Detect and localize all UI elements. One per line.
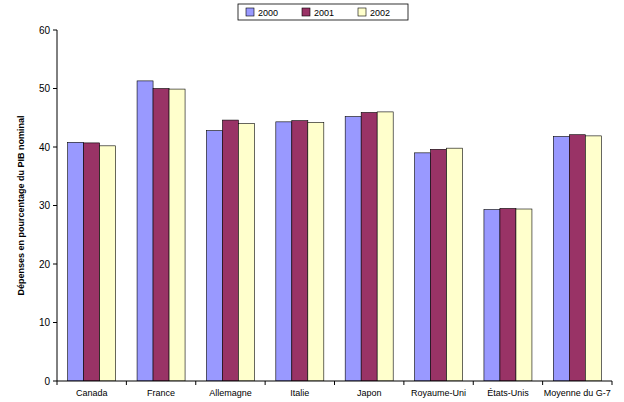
bar	[447, 148, 463, 381]
bar	[206, 131, 222, 381]
x-tick-label: Allemagne	[209, 388, 252, 398]
y-tick	[53, 381, 57, 382]
y-tick-label: 10	[39, 317, 51, 328]
bar	[84, 143, 100, 381]
bar	[169, 89, 185, 381]
x-tick-label: Italie	[290, 388, 309, 398]
y-tick-label: 30	[39, 200, 51, 211]
y-tick-label: 60	[39, 25, 51, 36]
bar	[500, 208, 516, 381]
y-tick	[53, 30, 57, 31]
bar	[553, 136, 569, 381]
bar	[585, 136, 601, 381]
x-tick	[195, 381, 196, 385]
bar	[137, 81, 153, 381]
y-tick	[53, 205, 57, 206]
x-tick	[612, 381, 613, 385]
x-tick	[265, 381, 266, 385]
bar	[100, 146, 116, 381]
chart-svg: 0 10 20 30 40 50 60 Dépenses en pourcentage du …	[0, 0, 624, 402]
bar	[484, 210, 500, 381]
bar	[415, 153, 431, 381]
y-axis	[57, 30, 58, 381]
bar	[345, 117, 361, 381]
legend-swatch	[246, 8, 254, 16]
bar	[516, 209, 532, 381]
y-tick-label: 40	[39, 142, 51, 153]
bars	[68, 81, 602, 381]
y-tick-label: 0	[44, 376, 50, 387]
bar	[68, 142, 84, 381]
bar	[569, 135, 585, 381]
y-tick	[53, 147, 57, 148]
legend-label: 2002	[370, 8, 390, 18]
legend-label: 2000	[258, 8, 278, 18]
y-tick-label: 50	[39, 83, 51, 94]
x-tick	[403, 381, 404, 385]
y-tick	[53, 88, 57, 89]
y-tick	[53, 264, 57, 265]
bar	[431, 149, 447, 381]
x-tick-label: États-Unis	[487, 388, 529, 398]
x-tick-label: Royaume-Uni	[411, 388, 466, 398]
bar	[153, 89, 169, 382]
chart-container: 0 10 20 30 40 50 60 Dépenses en pourcentage du …	[0, 0, 624, 402]
legend-label: 2001	[314, 8, 334, 18]
bar	[292, 121, 308, 381]
legend-swatch	[302, 8, 310, 16]
x-tick	[542, 381, 543, 385]
bar	[377, 112, 393, 381]
x-tick-label: Japon	[357, 388, 382, 398]
x-tick-label: Moyenne du G-7	[544, 388, 611, 398]
x-tick-label: Canada	[76, 388, 108, 398]
y-tick	[53, 322, 57, 323]
bar	[238, 124, 254, 381]
x-tick	[473, 381, 474, 385]
bar	[361, 112, 377, 381]
x-tick	[126, 381, 127, 385]
legend-swatch	[358, 8, 366, 16]
bar	[308, 122, 324, 381]
x-tick	[57, 381, 58, 385]
y-axis-label: Dépenses en pourcentage du PIB nominal	[16, 115, 26, 295]
y-tick-label: 20	[39, 259, 51, 270]
x-tick-label: France	[147, 388, 175, 398]
bar	[222, 120, 238, 381]
x-tick	[334, 381, 335, 385]
legend-box	[238, 4, 408, 20]
bar	[276, 122, 292, 381]
